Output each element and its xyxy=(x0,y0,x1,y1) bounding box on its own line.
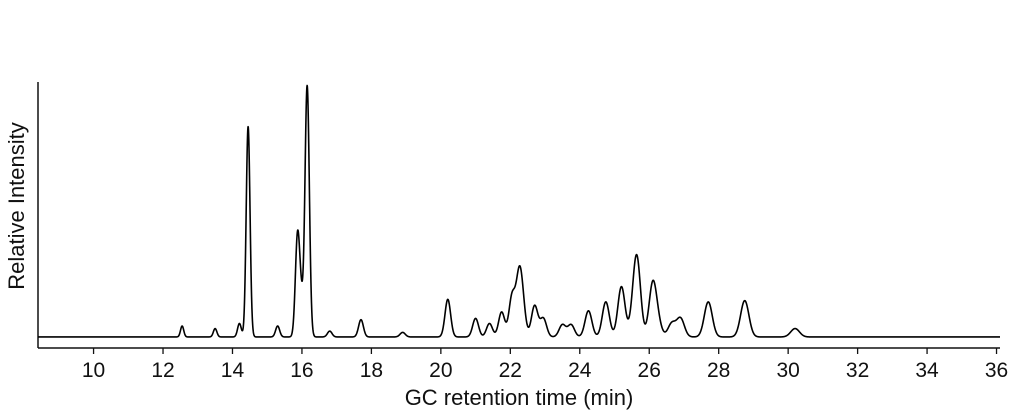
y-axis-label: Relative Intensity xyxy=(4,122,29,290)
x-ticks xyxy=(92,348,998,354)
x-tick-label-28: 28 xyxy=(707,359,730,382)
axes xyxy=(37,82,1000,349)
x-tick-label-24: 24 xyxy=(568,359,592,382)
peak-18 xyxy=(520,309,524,313)
chromatogram-trace xyxy=(37,84,1001,338)
x-tick-label-22: 22 xyxy=(499,359,522,382)
x-tick-labels: 10 12 14 16 18 20 22 24 26 28 30 32 34 36 xyxy=(82,359,1008,382)
x-tick-label-32: 32 xyxy=(846,359,869,382)
x-tick-label-12: 12 xyxy=(151,359,174,382)
peak-markers xyxy=(180,84,797,334)
peak-26 xyxy=(632,318,636,322)
peak-7 xyxy=(299,300,303,304)
x-tick-label-10: 10 xyxy=(82,359,105,382)
x-tick-label-36: 36 xyxy=(985,359,1008,382)
x-tick-label-30: 30 xyxy=(776,359,799,382)
x-tick-label-20: 20 xyxy=(429,359,452,382)
x-tick-label-26: 26 xyxy=(638,359,661,382)
x-axis-label: GC retention time (min) xyxy=(405,385,634,410)
x-tick-label-16: 16 xyxy=(290,359,313,382)
x-tick-label-18: 18 xyxy=(360,359,383,382)
x-tick-label-14: 14 xyxy=(221,359,245,382)
x-tick-label-34: 34 xyxy=(915,359,939,382)
peak-29 xyxy=(656,323,660,327)
peak-17 xyxy=(517,282,521,286)
